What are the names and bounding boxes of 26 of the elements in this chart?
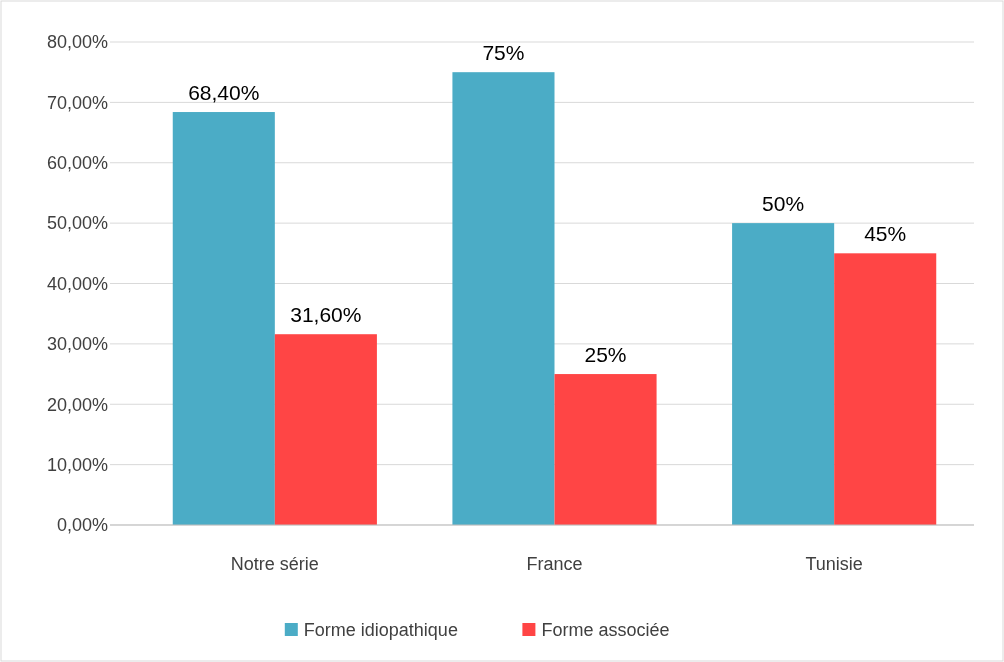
x-tick-label: France [526, 554, 583, 575]
y-tick-label: 80,00% [46, 32, 108, 53]
data-label: 31,60% [290, 303, 362, 327]
y-tick-label: 0,00% [56, 515, 108, 536]
bar [172, 112, 275, 525]
bar [452, 72, 555, 525]
y-tick-label: 30,00% [46, 334, 108, 355]
bar [274, 334, 377, 525]
data-label: 68,40% [188, 81, 260, 105]
data-label: 45% [864, 222, 907, 246]
bar [834, 253, 937, 525]
y-tick-label: 40,00% [46, 273, 108, 294]
y-tick-label: 20,00% [46, 394, 108, 415]
y-tick-label: 60,00% [46, 153, 108, 174]
y-tick-label: 50,00% [46, 213, 108, 234]
y-tick-label: 10,00% [46, 454, 108, 475]
data-label: 75% [482, 41, 525, 65]
data-label: 25% [584, 343, 627, 367]
data-label: 50% [762, 192, 805, 216]
legend-label: Forme associée [541, 620, 670, 641]
bar [554, 374, 657, 525]
y-tick-label: 70,00% [46, 92, 108, 113]
x-tick-label: Tunisie [805, 554, 863, 575]
x-tick-label: Notre série [230, 554, 319, 575]
bar [732, 223, 835, 525]
legend-label: Forme idiopathique [303, 620, 458, 641]
